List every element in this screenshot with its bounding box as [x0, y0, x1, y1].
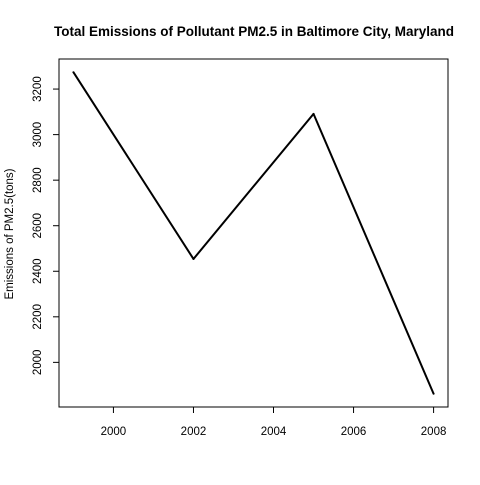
y-tick-label: 2600 — [32, 213, 44, 239]
data-point — [432, 392, 435, 395]
y-axis-label: Emissions of PM2.5(tons) — [4, 168, 16, 299]
chart-title: Total Emissions of Pollutant PM2.5 in Ba… — [54, 24, 454, 39]
x-axis: 2000 2002 2004 2006 2008 — [101, 406, 447, 438]
y-tick-label: 2400 — [32, 258, 44, 284]
series-line — [72, 71, 435, 395]
y-tick-label: 3200 — [32, 76, 44, 102]
x-tick-label: 2000 — [101, 426, 127, 438]
y-tick-label: 2000 — [32, 350, 44, 376]
y-tick-label: 2800 — [32, 167, 44, 193]
y-tick-label: 3000 — [32, 122, 44, 148]
x-tick-label: 2008 — [421, 426, 447, 438]
data-point — [312, 112, 315, 115]
y-axis: 2000 2200 2400 2600 2800 3000 3200 — [32, 76, 60, 376]
x-tick-label: 2002 — [181, 426, 207, 438]
x-tick-label: 2006 — [341, 426, 367, 438]
plot-frame — [58, 58, 449, 408]
data-point — [72, 71, 75, 74]
y-tick-label: 2200 — [32, 304, 44, 330]
data-point — [192, 257, 195, 260]
x-tick-label: 2004 — [261, 426, 287, 438]
series-layer — [72, 71, 435, 395]
